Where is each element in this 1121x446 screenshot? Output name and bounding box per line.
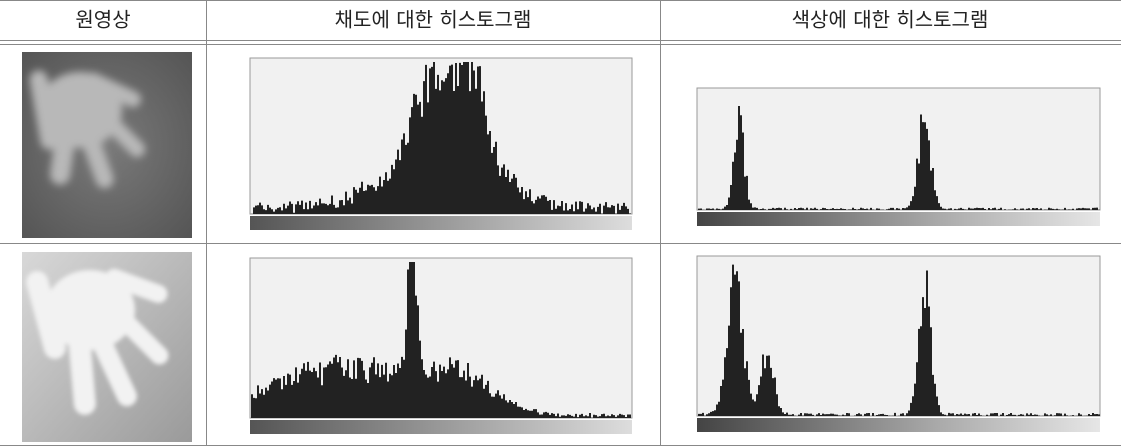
hand-photo [22, 252, 192, 442]
histogram-scale [697, 418, 1100, 432]
histogram-scale [250, 216, 632, 230]
histogram-scale [697, 212, 1100, 226]
hand-photo [22, 52, 192, 238]
histograms [250, 58, 1100, 434]
page: {"table": {"header": ["원영상", "채도에 대한 히스토… [0, 0, 1121, 446]
figure-table: 원영상 채도에 대한 히스토그램 색상에 대한 히스토그램 [0, 0, 1121, 446]
header-cell: 색상에 대한 히스토그램 [792, 8, 989, 32]
histogram-panel [697, 256, 1100, 416]
body: 원영상 채도에 대한 히스토그램 색상에 대한 히스토그램 (() => { c… [0, 0, 1121, 446]
histogram-scale [250, 420, 632, 434]
histogram-panel [697, 88, 1100, 210]
header-cell: 원영상 [75, 8, 130, 32]
header-cell: 채도에 대한 히스토그램 [335, 8, 532, 32]
